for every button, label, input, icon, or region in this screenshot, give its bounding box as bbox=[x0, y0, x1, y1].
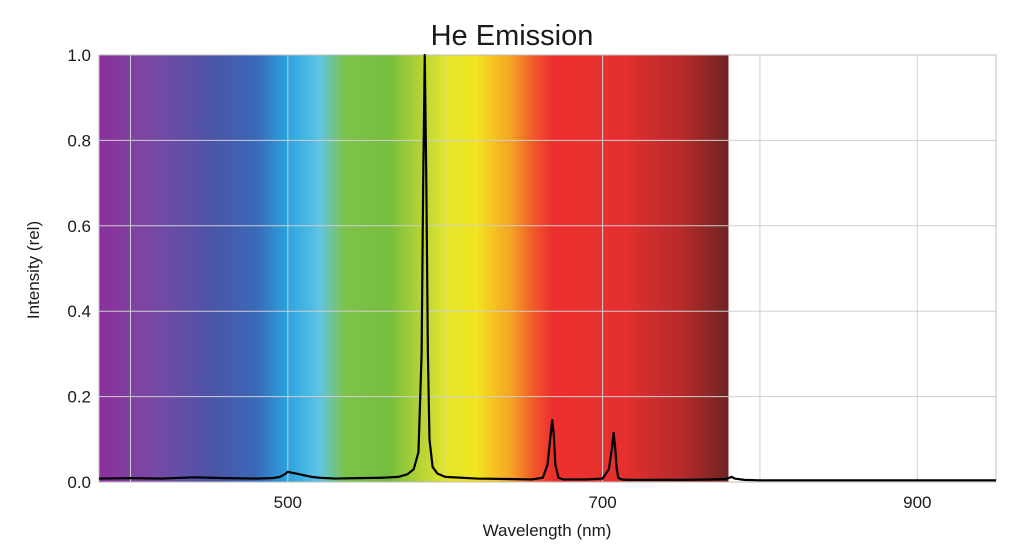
x-axis-label: Wavelength (nm) bbox=[483, 521, 612, 540]
chart-title: He Emission bbox=[431, 20, 594, 52]
y-tick-label: 0.4 bbox=[67, 302, 91, 321]
plot-frame bbox=[98, 54, 997, 483]
y-tick-label: 0.6 bbox=[67, 217, 91, 236]
y-tick-label: 0.2 bbox=[67, 388, 91, 407]
x-tick-label: 700 bbox=[588, 493, 616, 512]
x-tick-label: 900 bbox=[903, 493, 931, 512]
y-tick-label: 0.0 bbox=[67, 473, 91, 492]
x-tick-label: 500 bbox=[274, 493, 302, 512]
y-axis-ticks: 0.0 0.2 0.4 0.6 0.8 1.0 bbox=[67, 46, 91, 492]
y-tick-label: 0.8 bbox=[67, 131, 91, 150]
y-axis-label: Intensity (rel) bbox=[24, 221, 43, 319]
x-axis-ticks: 500 700 900 bbox=[274, 493, 932, 512]
he-emission-spectrum-line bbox=[98, 53, 996, 482]
y-tick-label: 1.0 bbox=[67, 46, 91, 65]
visible-spectrum-band bbox=[99, 55, 729, 482]
